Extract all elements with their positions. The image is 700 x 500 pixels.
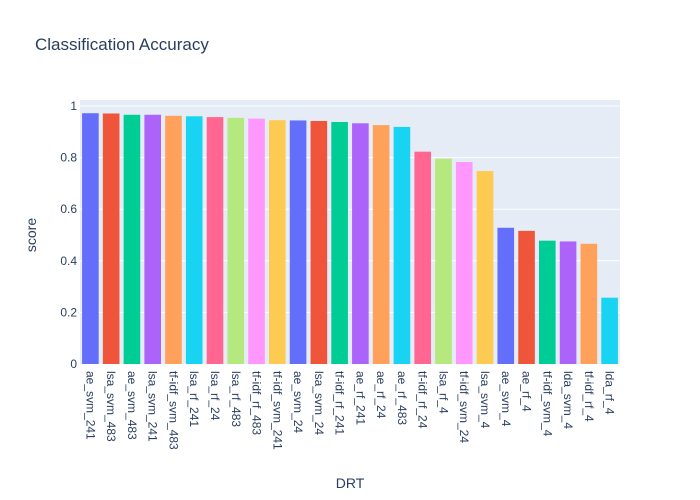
x-tick-label: tf-idf_rf_4 bbox=[582, 371, 596, 422]
y-axis-title: score bbox=[23, 218, 39, 252]
bar-ae_svm_241 bbox=[82, 113, 99, 364]
y-tick-label: 1 bbox=[70, 99, 77, 113]
y-tick-label: 0.8 bbox=[60, 151, 77, 165]
bar-lsa_rf_483 bbox=[227, 117, 245, 364]
x-tick-label: lsa_svm_4 bbox=[478, 371, 492, 429]
bar-tf-idf_rf_241 bbox=[331, 121, 348, 364]
x-axis-title: DRT bbox=[336, 475, 365, 491]
x-tick-label: ae_svm_483 bbox=[125, 371, 139, 440]
x-tick-label: lsa_svm_24 bbox=[312, 371, 326, 435]
bar-tf-idf_rf_24 bbox=[414, 151, 431, 364]
bar-tf-idf_svm_4 bbox=[539, 240, 556, 364]
x-tick-label: lda_rf_4 bbox=[603, 371, 617, 415]
x-tick-label: ae_rf_24 bbox=[374, 371, 388, 419]
bar-lda_rf_4 bbox=[601, 297, 618, 364]
chart-title: Classification Accuracy bbox=[35, 35, 209, 54]
y-tick-label: 0.2 bbox=[60, 305, 77, 319]
x-tick-label: ae_rf_483 bbox=[395, 371, 409, 425]
x-tick-label: tf-idf_rf_483 bbox=[250, 371, 264, 435]
y-axis-ticks: 0 0.2 0.4 0.6 0.8 1 bbox=[60, 99, 77, 371]
x-tick-label: tf-idf_svm_24 bbox=[457, 371, 471, 443]
bar-ae_svm_4 bbox=[497, 227, 515, 364]
x-tick-label: ae_svm_24 bbox=[291, 371, 305, 433]
x-tick-label: lsa_svm_241 bbox=[146, 371, 160, 442]
bar-lsa_rf_24 bbox=[206, 117, 224, 365]
y-tick-label: 0.6 bbox=[60, 202, 77, 216]
x-axis-ticks: ae_svm_241 lsa_svm_483 ae_svm_483 lsa_svm_2… bbox=[83, 371, 616, 450]
x-tick-label: tf-idf_svm_4 bbox=[540, 371, 554, 437]
bar-tf-idf_rf_4 bbox=[580, 243, 598, 364]
bars bbox=[82, 113, 618, 365]
x-tick-label: tf-idf_svm_483 bbox=[166, 371, 180, 450]
bar-lsa_rf_241 bbox=[185, 116, 203, 364]
bar-ae_svm_24 bbox=[289, 120, 307, 364]
bar-tf-idf_svm_241 bbox=[269, 120, 286, 364]
bar-ae_rf_4 bbox=[518, 230, 535, 364]
bar-ae_rf_483 bbox=[393, 126, 411, 364]
bar-ae_rf_24 bbox=[372, 125, 390, 364]
x-tick-label: lsa_svm_483 bbox=[104, 371, 118, 442]
x-tick-label: ae_svm_4 bbox=[499, 371, 513, 427]
bar-ae_rf_241 bbox=[352, 123, 369, 364]
x-tick-label: lsa_rf_4 bbox=[436, 371, 450, 414]
x-tick-label: lsa_rf_483 bbox=[229, 371, 243, 427]
y-tick-label: 0 bbox=[70, 357, 77, 371]
bar-tf-idf_svm_483 bbox=[165, 115, 182, 364]
x-tick-label: ae_rf_241 bbox=[353, 371, 367, 425]
x-tick-label: ae_svm_241 bbox=[83, 371, 97, 440]
x-tick-label: lsa_rf_24 bbox=[208, 371, 222, 421]
y-tick-label: 0.4 bbox=[60, 254, 77, 268]
bar-lda_svm_4 bbox=[559, 241, 577, 364]
bar-ae_svm_483 bbox=[123, 114, 141, 364]
x-tick-label: lsa_rf_241 bbox=[187, 371, 201, 427]
bar-lsa_svm_24 bbox=[310, 120, 328, 365]
x-tick-label: tf-idf_svm_241 bbox=[270, 371, 284, 450]
bar-lsa_rf_4 bbox=[435, 158, 452, 364]
bar-tf-idf_rf_483 bbox=[248, 118, 265, 364]
x-tick-label: lda_svm_4 bbox=[561, 371, 575, 429]
bar-lsa_svm_483 bbox=[102, 113, 120, 365]
x-tick-label: ae_rf_4 bbox=[520, 371, 534, 412]
bar-lsa_svm_241 bbox=[144, 114, 161, 364]
bar-lsa_svm_4 bbox=[476, 171, 494, 364]
bar-tf-idf_svm_24 bbox=[455, 161, 473, 364]
x-tick-label: tf-idf_rf_24 bbox=[416, 371, 430, 429]
x-tick-label: tf-idf_rf_241 bbox=[333, 371, 347, 435]
